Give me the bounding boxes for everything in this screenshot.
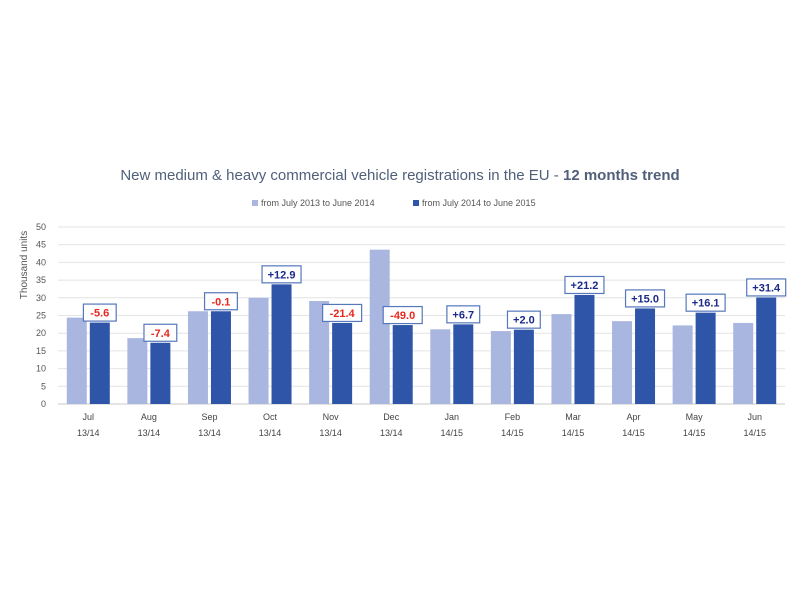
change-label-box	[564, 275, 605, 295]
x-tick-label-month: Aug	[141, 412, 157, 422]
bar-series-2-aug	[150, 342, 171, 404]
y-tick-label: 25	[36, 311, 46, 321]
bar-series-2-may	[695, 312, 716, 404]
bar-series-2-sep	[210, 311, 231, 404]
y-axis-label: Thousand units	[19, 231, 30, 299]
x-tick-label-month: May	[686, 412, 704, 422]
y-tick-label: 20	[36, 328, 46, 338]
x-tick-label-month: Jan	[445, 412, 460, 422]
change-label: +12.9	[268, 269, 296, 281]
x-tick-label-period: 13/14	[77, 428, 100, 438]
change-label: -5.6	[90, 308, 109, 320]
change-label-box	[624, 289, 666, 308]
change-labels: -5.6 -7.4 -0.1 +12.9 -21.4 -49.0 +6.7 +2.0 +21.2…	[82, 265, 787, 342]
change-label-box	[382, 305, 423, 325]
x-tick-label-month: Mar	[565, 412, 581, 422]
bar-series-1-oct	[248, 297, 269, 404]
bar-series-1-sep	[187, 311, 208, 404]
bar-series-2-nov	[332, 322, 353, 404]
y-axis-ticks: 0 5 10 15 20 25 30 35 40 45 50	[36, 222, 46, 409]
y-tick-label: 40	[36, 257, 46, 267]
bar-series-1-feb	[490, 331, 511, 404]
bar-series-2-jul	[89, 322, 110, 404]
x-tick-label-month: Oct	[263, 412, 278, 422]
bars	[66, 249, 777, 404]
change-label-box	[685, 293, 726, 312]
bar-series-2-feb	[513, 329, 534, 404]
x-tick-label-period: 14/15	[562, 428, 585, 438]
change-label-box	[746, 278, 787, 297]
x-tick-label-period: 13/14	[138, 428, 161, 438]
x-tick-label-period: 13/14	[319, 428, 342, 438]
bar-series-1-jul	[66, 317, 87, 404]
bar-series-1-jan	[430, 329, 451, 404]
bar-series-1-jun	[733, 322, 754, 404]
x-tick-label-month: Dec	[383, 412, 400, 422]
bar-series-2-oct	[271, 284, 292, 404]
bar-series-1-nov	[309, 300, 330, 404]
change-label: -21.4	[330, 308, 356, 320]
change-label: +15.0	[631, 293, 659, 305]
x-tick-label-period: 13/14	[198, 428, 221, 438]
x-tick-label-period: 14/15	[743, 428, 766, 438]
legend-swatch-series-2	[413, 200, 419, 206]
x-tick-label-period: 14/15	[683, 428, 706, 438]
change-label-box	[203, 292, 238, 311]
legend-label-series-1: from July 2013 to June 2014	[261, 198, 375, 208]
y-tick-label: 45	[36, 240, 46, 250]
change-label: +31.4	[752, 282, 781, 294]
y-tick-label: 0	[41, 399, 46, 409]
legend-swatch-series-1	[252, 200, 258, 206]
change-label-box	[143, 323, 178, 342]
y-tick-label: 15	[36, 346, 46, 356]
legend: from July 2013 to June 2014 from July 20…	[252, 198, 536, 208]
bar-series-2-dec	[392, 325, 413, 404]
change-label-box	[446, 305, 481, 324]
x-tick-label-month: Jul	[83, 412, 95, 422]
change-label: -49.0	[390, 310, 415, 322]
x-tick-label-month: Jun	[747, 412, 762, 422]
x-tick-label-period: 13/14	[380, 428, 403, 438]
x-axis-labels: Jul 13/14 Aug 13/14 Sep 13/14 Oct 13/14 Nov 13/14…	[77, 412, 766, 438]
chart-title: New medium & heavy commercial vehicle re…	[120, 167, 679, 184]
y-tick-label: 10	[36, 364, 46, 374]
change-label: +16.1	[692, 298, 720, 310]
bar-series-2-apr	[635, 308, 656, 404]
y-tick-label: 35	[36, 275, 46, 285]
change-label-box	[322, 303, 363, 323]
x-tick-label-period: 14/15	[622, 428, 645, 438]
bar-series-1-apr	[612, 321, 633, 404]
bar-series-2-jun	[756, 297, 777, 404]
bar-series-1-aug	[127, 338, 148, 404]
x-tick-label-month: Nov	[323, 412, 340, 422]
x-tick-label-period: 14/15	[501, 428, 524, 438]
y-tick-label: 5	[41, 381, 46, 391]
change-label-box	[261, 265, 302, 284]
x-tick-label-month: Apr	[627, 412, 641, 422]
bar-series-1-dec	[369, 249, 390, 404]
x-tick-label-period: 13/14	[259, 428, 282, 438]
y-tick-label: 50	[36, 222, 46, 232]
bar-series-1-may	[672, 325, 693, 404]
change-label: -7.4	[151, 328, 171, 340]
x-tick-label-month: Feb	[505, 412, 521, 422]
x-tick-label-period: 14/15	[441, 428, 464, 438]
bar-series-2-jan	[453, 324, 474, 404]
change-label-box	[506, 310, 541, 329]
change-label: -0.1	[211, 296, 230, 308]
x-tick-label-month: Sep	[201, 412, 217, 422]
legend-label-series-2: from July 2014 to June 2015	[422, 198, 536, 208]
bar-series-2-mar	[574, 294, 595, 404]
change-label: +21.2	[571, 280, 599, 292]
y-tick-label: 30	[36, 293, 46, 303]
change-label: +2.0	[513, 315, 535, 327]
change-label: +6.7	[452, 309, 474, 321]
change-label-box	[82, 303, 117, 322]
bar-series-1-mar	[551, 314, 572, 404]
